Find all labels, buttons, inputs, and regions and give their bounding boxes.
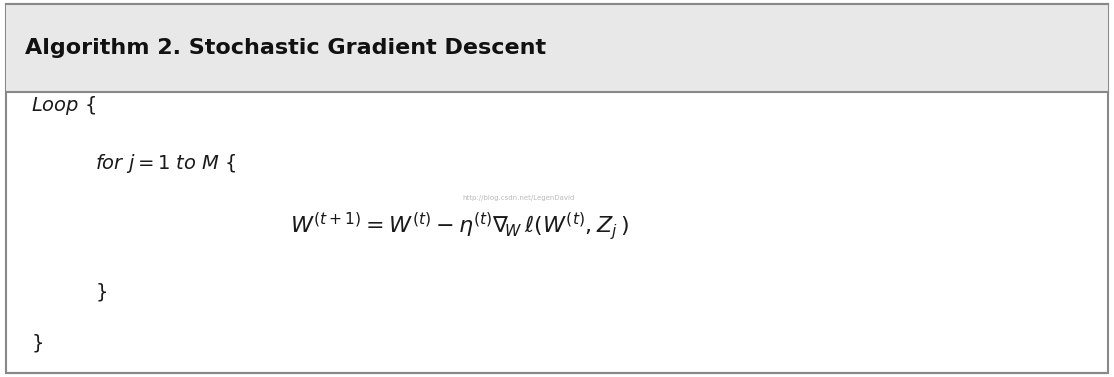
Text: $\it{Loop}$ $\it{\{}$: $\it{Loop}$ $\it{\{}$ [31, 94, 97, 117]
Text: $\it{\}}$: $\it{\}}$ [31, 332, 43, 354]
Text: http://blog.csdn.net/LegenDavid: http://blog.csdn.net/LegenDavid [462, 195, 575, 201]
Text: $\it{for}$ $\it{j{=}1}$ $\it{to}$ $\it{M}$ $\it{\{}$: $\it{for}$ $\it{j{=}1}$ $\it{to}$ $\it{M… [95, 152, 236, 176]
Text: Algorithm 2. Stochastic Gradient Descent: Algorithm 2. Stochastic Gradient Descent [25, 38, 546, 58]
Text: $\it{\}}$: $\it{\}}$ [95, 281, 107, 303]
FancyBboxPatch shape [6, 4, 1108, 92]
FancyBboxPatch shape [6, 4, 1108, 373]
Text: $W^{(t+1)} = W^{(t)} - \eta^{(t)}\nabla_{\!W}\,\ell(W^{(t)}, Z_j\,)$: $W^{(t+1)} = W^{(t)} - \eta^{(t)}\nabla_… [290, 210, 628, 242]
